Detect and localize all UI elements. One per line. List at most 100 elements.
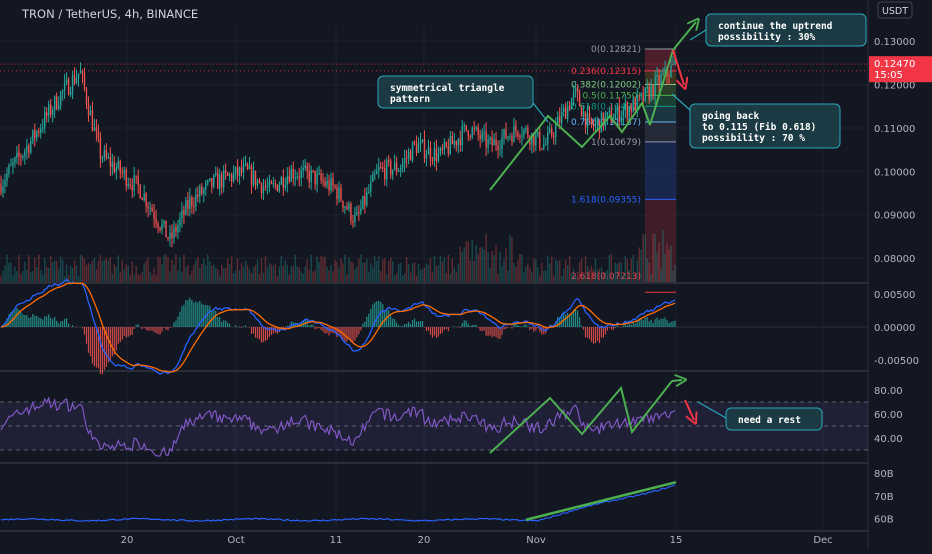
candle-body	[135, 176, 136, 177]
volume-bar	[533, 258, 534, 282]
volume-bar	[38, 254, 39, 282]
volume-bar	[340, 259, 341, 282]
candle-body	[364, 196, 365, 205]
macd-histogram-bar	[523, 325, 524, 327]
candle-body	[195, 195, 196, 207]
candle-body	[58, 106, 59, 109]
volume-bar	[231, 256, 232, 282]
volume-bar	[155, 275, 156, 282]
time-tick-1: Oct	[227, 535, 244, 546]
volume-bar	[304, 266, 305, 282]
candle-body	[583, 112, 584, 117]
macd-histogram-bar	[396, 323, 397, 327]
volume-bar	[481, 247, 482, 282]
macd-histogram-bar	[366, 317, 367, 327]
candle-body	[505, 129, 506, 139]
candle-body	[521, 135, 522, 136]
candle-body	[169, 232, 170, 239]
candle-body	[525, 128, 526, 129]
macd-histogram-bar	[609, 327, 610, 328]
macd-histogram-bar	[104, 327, 105, 370]
macd-histogram-bar	[666, 320, 667, 327]
macd-histogram-bar	[203, 305, 204, 327]
candle-body	[94, 127, 95, 130]
volume-bar	[531, 271, 532, 282]
candle-body	[78, 74, 79, 79]
volume-bar	[350, 261, 351, 282]
volume-bar	[404, 273, 405, 282]
time-tick-5: 15	[670, 535, 683, 546]
macd-histogram-bar	[163, 327, 164, 328]
candle-body	[68, 80, 69, 95]
volume-bar	[408, 264, 409, 282]
candle-body	[652, 85, 653, 96]
candle-body	[607, 112, 608, 116]
currency-button[interactable]: USDT	[878, 2, 912, 18]
volume-bar	[674, 265, 675, 282]
volume-bar	[219, 275, 220, 282]
macd-histogram-bar	[173, 322, 174, 327]
candle-body	[464, 125, 465, 126]
macd-histogram-bar	[159, 327, 160, 334]
candle-body	[124, 170, 125, 173]
candle-body	[277, 185, 278, 191]
candle-body	[285, 185, 286, 188]
candle-body	[76, 78, 77, 83]
macd-histogram-bar	[607, 327, 608, 331]
candle-body	[458, 139, 459, 145]
volume-bar	[464, 248, 465, 282]
volume-bar	[446, 273, 447, 282]
volume-bar	[12, 275, 13, 282]
currency-label: USDT	[882, 6, 908, 17]
volume-bar	[139, 275, 140, 282]
candle-body	[557, 116, 558, 124]
candle-body	[452, 136, 453, 144]
candle-body	[356, 212, 357, 215]
volume-bar	[70, 265, 71, 282]
volume-tick-0: 80B	[874, 469, 894, 480]
candle-body	[203, 189, 204, 194]
volume-bar	[505, 249, 506, 282]
volume-bar	[14, 267, 15, 282]
macd-histogram-bar	[398, 325, 399, 327]
candle-body	[623, 110, 624, 116]
macd-histogram-bar	[88, 327, 89, 353]
volume-bar	[285, 260, 286, 282]
macd-histogram-bar	[525, 324, 526, 327]
macd-histogram-bar	[157, 327, 158, 334]
candle-body	[374, 174, 375, 175]
volume-bar	[472, 239, 473, 282]
volume-bar	[648, 263, 649, 282]
volume-bar	[221, 265, 222, 282]
candle-body	[297, 176, 298, 177]
candle-body	[161, 224, 162, 230]
candle-body	[46, 112, 47, 116]
macd-histogram-bar	[472, 325, 473, 327]
macd-histogram-bar	[177, 317, 178, 327]
volume-bar	[137, 274, 138, 282]
volume-tick-2: 60B	[874, 515, 894, 526]
volume-bar	[362, 263, 363, 282]
volume-bar	[332, 271, 333, 282]
macd-histogram-bar	[152, 327, 153, 331]
volume-bar	[497, 274, 498, 282]
candle-body	[468, 130, 469, 136]
volume-bar	[394, 276, 395, 282]
candle-body	[267, 187, 268, 188]
macd-histogram-bar	[513, 324, 514, 327]
volume-bar	[493, 255, 494, 282]
candle-body	[86, 89, 87, 104]
macd-histogram-bar	[440, 327, 441, 334]
candle-body	[593, 125, 594, 127]
volume-bar	[358, 258, 359, 282]
candle-body	[173, 227, 174, 238]
volume-bar	[525, 266, 526, 282]
macd-histogram-bar	[38, 317, 39, 327]
callout-text-triangle-1: pattern	[390, 94, 430, 105]
volume-bar	[450, 274, 451, 282]
time-tick-3: 20	[418, 535, 431, 546]
volume-bar	[595, 259, 596, 282]
macd-histogram-bar	[183, 305, 184, 327]
